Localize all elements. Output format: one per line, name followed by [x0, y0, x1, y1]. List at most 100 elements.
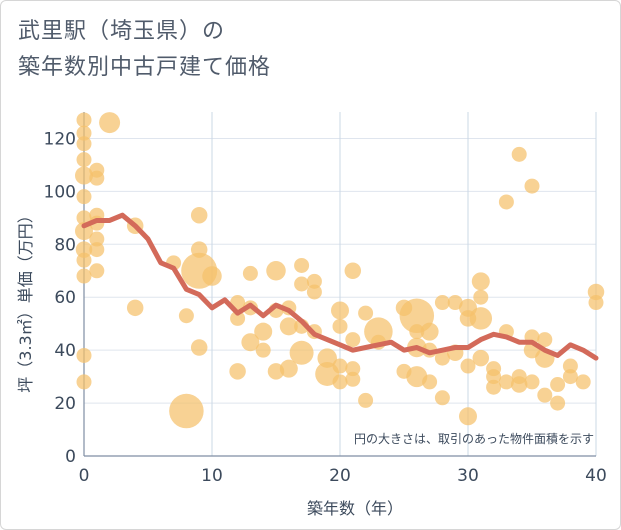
data-bubble [266, 261, 286, 281]
data-bubble [345, 371, 361, 387]
data-bubble [345, 332, 361, 348]
data-bubble [358, 305, 374, 321]
y-tick-label: 120 [44, 129, 76, 149]
data-bubble [294, 276, 310, 292]
y-tick-label: 100 [44, 182, 76, 202]
data-bubble [75, 166, 93, 185]
data-bubble [587, 283, 605, 301]
x-tick-label: 30 [457, 466, 479, 486]
data-bubble [279, 359, 298, 378]
data-bubble [447, 295, 463, 311]
data-bubble [76, 268, 92, 284]
data-bubble [344, 262, 362, 280]
data-bubble [460, 358, 476, 374]
data-bubble [537, 332, 553, 348]
data-bubble [511, 146, 527, 162]
x-tick-label: 20 [329, 466, 351, 486]
data-bubble [332, 318, 348, 334]
data-bubble [294, 257, 310, 273]
data-bubble [434, 390, 450, 406]
data-bubble [332, 358, 348, 374]
data-bubble [524, 178, 540, 194]
title-line-2: 築年数別中古戸建て価格 [18, 55, 272, 80]
data-bubble [190, 339, 208, 356]
average-price-line [81, 212, 599, 361]
data-bubble [406, 366, 428, 388]
data-bubble [279, 317, 298, 336]
data-bubble [306, 284, 322, 300]
data-bubble [434, 295, 450, 311]
data-bubble [241, 333, 260, 352]
data-bubble [510, 376, 528, 393]
data-bubble [255, 342, 271, 358]
data-bubble [76, 347, 92, 363]
data-bubble [422, 374, 438, 390]
y-tick-label: 20 [54, 394, 76, 414]
data-bubble [575, 374, 591, 390]
data-bubble [76, 125, 92, 141]
data-bubble [169, 393, 204, 429]
data-bubble [486, 369, 502, 385]
data-bubble [242, 265, 258, 281]
data-bubble [469, 307, 493, 330]
data-bubble [524, 374, 540, 390]
data-bubble [306, 273, 322, 289]
data-bubble [76, 136, 92, 152]
data-bubble [89, 170, 105, 186]
grid-lines [83, 112, 597, 457]
data-bubble [358, 392, 374, 408]
data-bubble [76, 374, 92, 390]
data-bubble [332, 374, 348, 390]
y-tick-label: 0 [65, 447, 76, 467]
y-tick-label: 40 [54, 341, 76, 361]
data-bubble [588, 295, 604, 311]
data-bubble [331, 301, 349, 320]
title-line-1: 武里駅（埼玉県）の [18, 19, 226, 44]
data-bubble [434, 350, 450, 366]
x-tick-label: 40 [585, 466, 607, 486]
data-bubble [190, 206, 208, 224]
data-bubble [76, 189, 92, 205]
data-bubble [89, 263, 105, 279]
data-bubble [498, 374, 514, 390]
data-bubble [473, 289, 489, 305]
data-bubble [472, 349, 490, 367]
data-bubble [202, 266, 222, 286]
data-bubble [230, 310, 246, 326]
data-bubble [229, 363, 246, 380]
data-bubble [345, 361, 361, 377]
data-bubble [89, 242, 105, 258]
axis-ticks: 0 20 40 60 80 100 120 0 10 20 30 40 [44, 129, 607, 486]
data-bubble [562, 369, 578, 385]
data-bubble [498, 194, 514, 210]
y-axis-label: 坪（3.3㎡）単価（万円） [16, 207, 35, 392]
data-bubble [99, 112, 121, 134]
data-bubble [409, 324, 425, 340]
data-bubble [75, 241, 93, 258]
data-bubble [126, 299, 144, 317]
data-bubble [471, 272, 490, 291]
bubble-size-note: 円の大きさは、取引のあった物件面積を示す [354, 431, 594, 446]
data-bubble [254, 322, 273, 341]
data-bubble [550, 395, 566, 411]
x-tick-label: 0 [79, 466, 90, 486]
data-bubble [317, 348, 337, 368]
data-bubble [486, 379, 502, 395]
data-bubble [76, 252, 92, 268]
y-tick-label: 60 [54, 288, 76, 308]
data-bubble [76, 112, 92, 128]
y-tick-label: 80 [54, 235, 76, 255]
data-bubble [420, 322, 439, 341]
x-tick-label: 10 [201, 466, 223, 486]
data-bubble [537, 387, 553, 403]
x-axis-label: 築年数（年） [307, 499, 403, 518]
data-bubble [178, 308, 194, 324]
data-bubble [459, 407, 477, 426]
data-bubble [89, 231, 105, 247]
data-bubble [364, 317, 393, 346]
data-bubble [550, 377, 566, 393]
data-bubble [76, 152, 92, 168]
chart-title: 武里駅（埼玉県）の 築年数別中古戸建て価格 [18, 14, 271, 86]
